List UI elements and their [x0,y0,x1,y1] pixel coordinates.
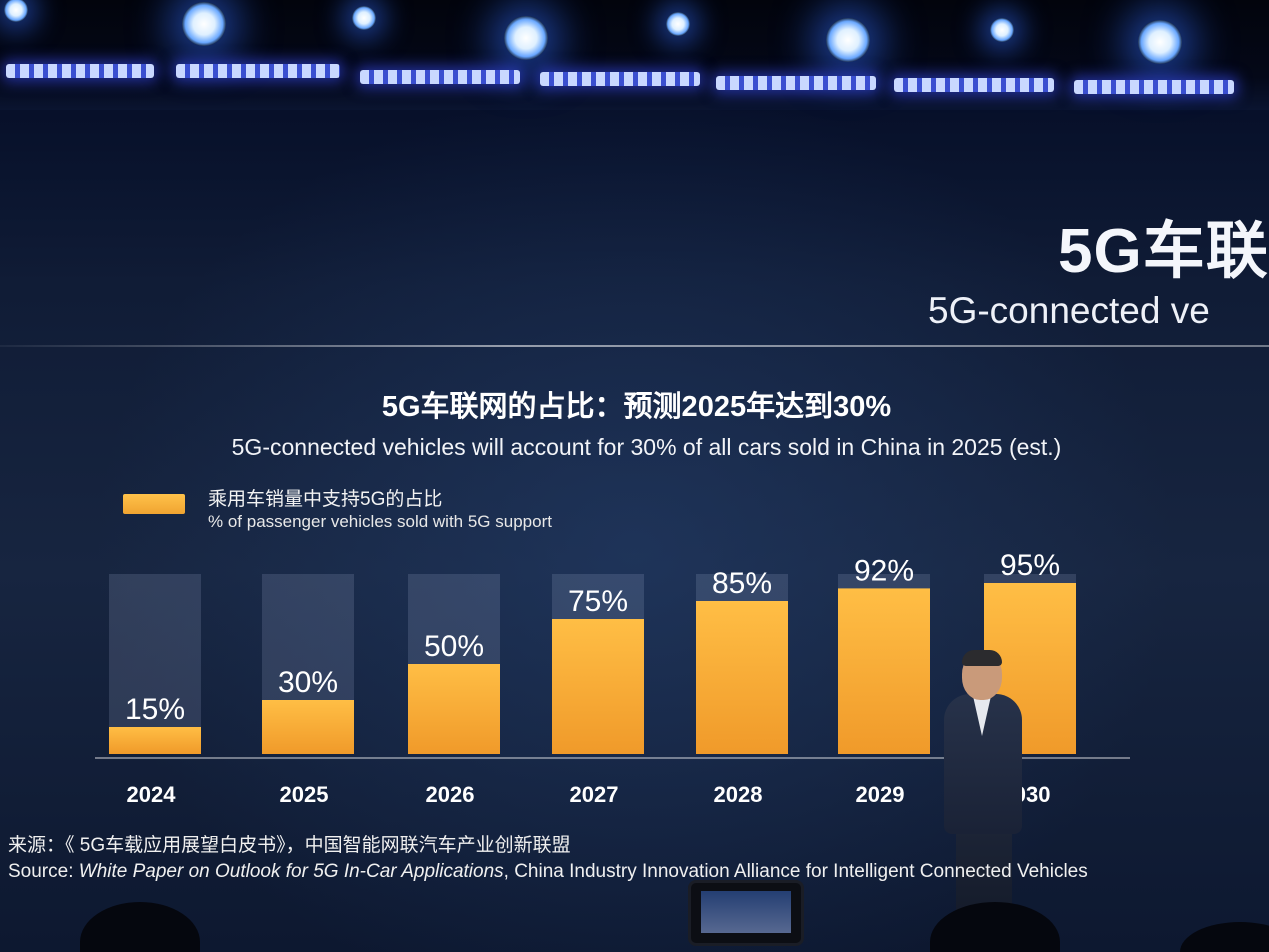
bar-chart: 15% 2024 30% 2025 50% 2026 75% 2027 85% 2028 92% 20… [95,549,1130,807]
divider-line [0,345,1269,347]
bar-2025 [262,700,354,754]
data-label-2026: 50% [424,630,484,663]
source-en-prefix: Source: [8,861,79,882]
bar-2028 [696,601,788,754]
data-label-2028: 85% [712,567,772,600]
data-label-2024: 15% [125,693,185,726]
led-strip [176,64,340,78]
slide-subtitle: 5G-connected ve [928,290,1210,331]
spotlight-icon [4,0,28,22]
spotlight-icon [182,2,226,46]
led-strip [360,70,520,84]
x-tick-2025: 2025 [280,782,329,807]
legend-label-en: % of passenger vehicles sold with 5G sup… [208,512,552,531]
spotlight-icon [826,18,870,62]
data-label-2030: 95% [1000,549,1060,582]
bar-2027 [552,619,644,754]
chart-title: 5G车联网的占比：预测2025年达到30% [381,391,892,423]
x-tick-2026: 2026 [426,782,475,807]
bar-track [109,574,201,754]
bar-2029 [838,588,930,754]
legend-swatch [123,494,185,514]
audience-silhouette [1180,922,1269,952]
x-tick-2029: 2029 [856,782,905,807]
led-strip [540,72,700,86]
bar-2024 [109,727,201,754]
spotlight-icon [504,16,548,60]
legend-label-cn: 乘用车销量中支持5G的占比 [208,489,443,510]
spotlight-icon [990,18,1014,42]
chart-subtitle: 5G-connected vehicles will account for 3… [231,434,1062,460]
x-tick-2024: 2024 [127,782,177,807]
source-en-title: White Paper on Outlook for 5G In-Car App… [78,861,504,882]
led-strip [6,64,154,78]
slide-title: 5G车联 [1058,217,1269,286]
led-strip [1074,80,1234,94]
source-en: Source: White Paper on Outlook for 5G In… [8,861,1088,883]
led-strip [716,76,876,90]
led-strip [894,78,1054,92]
source-cn: 来源：《 5G车载应用展望白皮书》，中国智能网联汽车产业创新联盟 [8,835,571,856]
data-label-2027: 75% [568,585,628,618]
spotlight-icon [352,6,376,30]
spotlight-icon [1138,20,1182,64]
audience-phone [688,880,804,946]
stage-lighting-truss [0,0,1269,110]
data-label-2029: 92% [854,554,914,587]
bar-2026 [408,664,500,754]
source-en-suffix: , China Industry Innovation Alliance for… [503,861,1088,882]
audience-silhouette [80,902,200,952]
data-label-2025: 30% [278,666,338,699]
x-tick-2027: 2027 [570,782,619,807]
x-tick-2028: 2028 [714,782,763,807]
spotlight-icon [666,12,690,36]
